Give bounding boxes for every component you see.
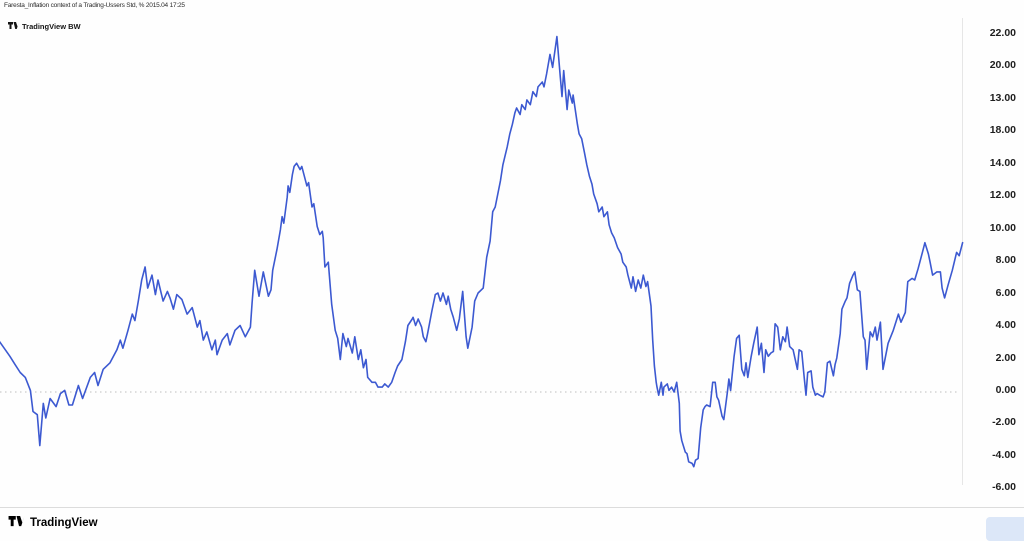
- y-axis-label: 6.00: [995, 286, 1016, 299]
- y-axis-label: 2.00: [995, 351, 1016, 364]
- y-axis-label: -2.00: [992, 416, 1016, 429]
- y-axis-label: 22.00: [989, 26, 1016, 39]
- chart-watermark: TradingView BW: [8, 22, 81, 31]
- tradingview-brand-link[interactable]: TradingView: [8, 516, 98, 529]
- y-axis-label: 0.00: [995, 384, 1016, 396]
- y-axis-label: 18.00: [989, 124, 1016, 137]
- chart-title: Faresta_Inflation context of a Trading-U…: [4, 2, 185, 9]
- footer-divider: [0, 507, 1024, 508]
- y-axis-label: -6.00: [992, 481, 1016, 494]
- tradingview-logo-icon: [8, 516, 25, 527]
- brand-label: TradingView: [30, 516, 98, 529]
- watermark-label: TradingView BW: [22, 22, 81, 31]
- price-line-series: [0, 35, 964, 468]
- y-axis-label: 4.00: [995, 319, 1016, 332]
- y-axis-label: 10.00: [989, 221, 1016, 234]
- y-axis-label: 20.00: [989, 59, 1016, 72]
- tradingview-logo-icon: [8, 22, 19, 29]
- y-axis-label: -4.00: [992, 448, 1016, 461]
- y-axis-label: 13.00: [989, 91, 1016, 104]
- price-axis[interactable]: 22.00 20.00 13.00 18.00 14.00 12.00 10.00 8.00 6…: [962, 0, 1024, 505]
- y-axis-label: 8.00: [995, 254, 1016, 267]
- bottom-right-box[interactable]: [986, 517, 1024, 541]
- y-axis-label: 14.00: [989, 156, 1016, 169]
- y-axis-label: 12.00: [989, 189, 1016, 202]
- time-axis[interactable]: 2015Jul2016Jul1017Jul2018Jul210192020Jul…: [0, 484, 962, 506]
